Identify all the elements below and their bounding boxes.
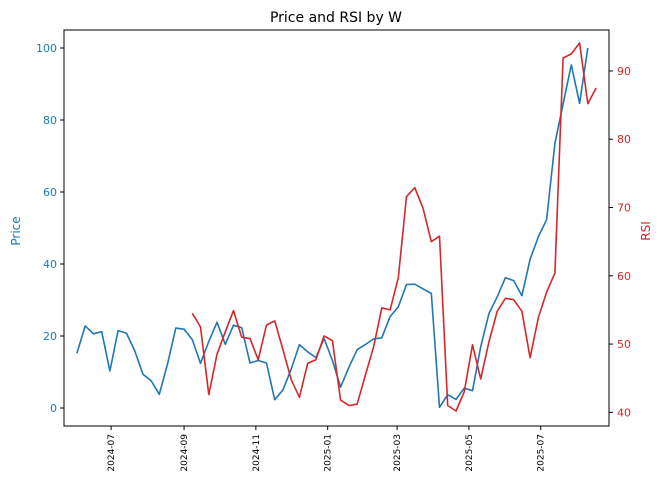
axes-layer: 2024-07 2024-09 2024-11 2025-01 2025-03 2025-…	[36, 42, 631, 472]
left-axis-label: Price	[9, 216, 23, 245]
x-tick-label: 2024-07	[107, 434, 117, 472]
right-tick-label: 60	[617, 270, 631, 283]
right-tick-label: 90	[617, 65, 631, 78]
right-tick-label: 70	[617, 202, 631, 215]
right-tick-label: 50	[617, 338, 631, 351]
x-tick-label: 2025-01	[324, 434, 334, 472]
series-line-left	[76, 47, 589, 409]
series-line-right	[191, 42, 597, 412]
plot-frame	[63, 29, 610, 427]
left-tick-label: 20	[43, 330, 57, 343]
left-tick-label: 40	[43, 258, 57, 271]
left-tick-label: 100	[36, 42, 57, 55]
chart-title: Price and RSI by W	[270, 10, 402, 26]
series-layer	[76, 42, 597, 412]
right-tick-label: 40	[617, 406, 631, 419]
left-tick-label: 60	[43, 186, 57, 199]
x-tick-label: 2025-05	[465, 434, 475, 472]
x-tick-label: 2024-11	[252, 434, 262, 472]
x-tick-label: 2025-07	[537, 434, 547, 472]
left-tick-label: 0	[50, 402, 57, 415]
right-tick-label: 80	[617, 133, 631, 146]
right-axis-label: RSI	[639, 221, 653, 241]
x-tick-label: 2024-09	[180, 434, 190, 472]
left-tick-label: 80	[43, 114, 57, 127]
x-tick-label: 2025-03	[393, 434, 403, 472]
